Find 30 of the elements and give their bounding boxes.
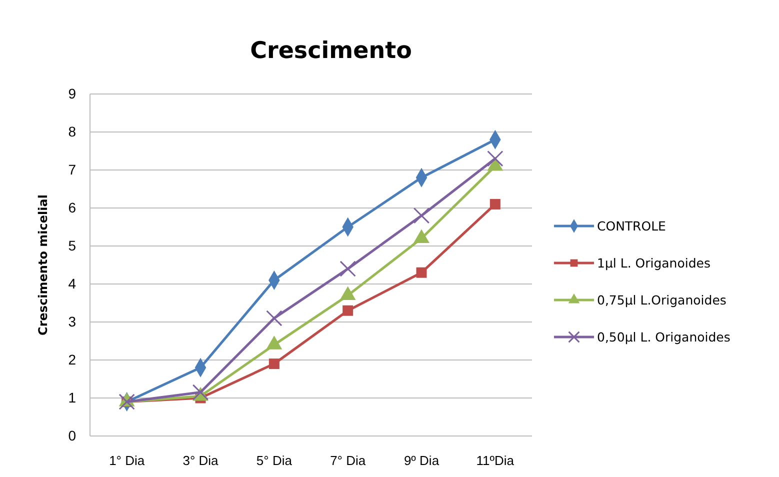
y-tick-label: 4 <box>68 275 76 292</box>
legend-label: 0,50µl L. Origanoides <box>597 330 730 344</box>
point <box>342 305 354 316</box>
legend-label: CONTROLE <box>597 218 666 234</box>
y-tick-label: 7 <box>68 161 76 178</box>
point <box>490 198 500 210</box>
point <box>340 260 356 277</box>
y-tick-label: 8 <box>68 123 76 140</box>
x-tick-label: 1° Dia <box>109 453 146 468</box>
x-tick-label: 9º Dia <box>404 453 440 468</box>
x-tick-label: 11ºDia <box>476 453 515 468</box>
point <box>413 207 430 224</box>
y-tick-label: 2 <box>68 351 76 368</box>
point <box>487 150 504 167</box>
chart-title: Crescimento <box>250 38 412 64</box>
x-tick-label: 7° Dia <box>330 453 366 468</box>
y-tick-label: 3 <box>68 313 76 330</box>
legend-label: 0,75µl L.Origanoides <box>597 292 726 308</box>
y-axis-title: Crescimento micelial <box>36 194 50 336</box>
point <box>416 267 427 278</box>
y-tick-label: 5 <box>68 237 76 254</box>
point <box>268 358 280 370</box>
x-tick-label: 3° Dia <box>182 453 220 468</box>
y-tick-label: 6 <box>68 199 76 216</box>
y-tick-label: 1 <box>68 389 76 406</box>
point <box>266 310 282 326</box>
legend-label: 1µl L. Origanoides <box>597 256 710 270</box>
x-tick-label: 5° Dia <box>256 453 293 468</box>
y-tick-label: 9 <box>68 85 76 102</box>
y-tick-label: 0 <box>68 427 76 444</box>
